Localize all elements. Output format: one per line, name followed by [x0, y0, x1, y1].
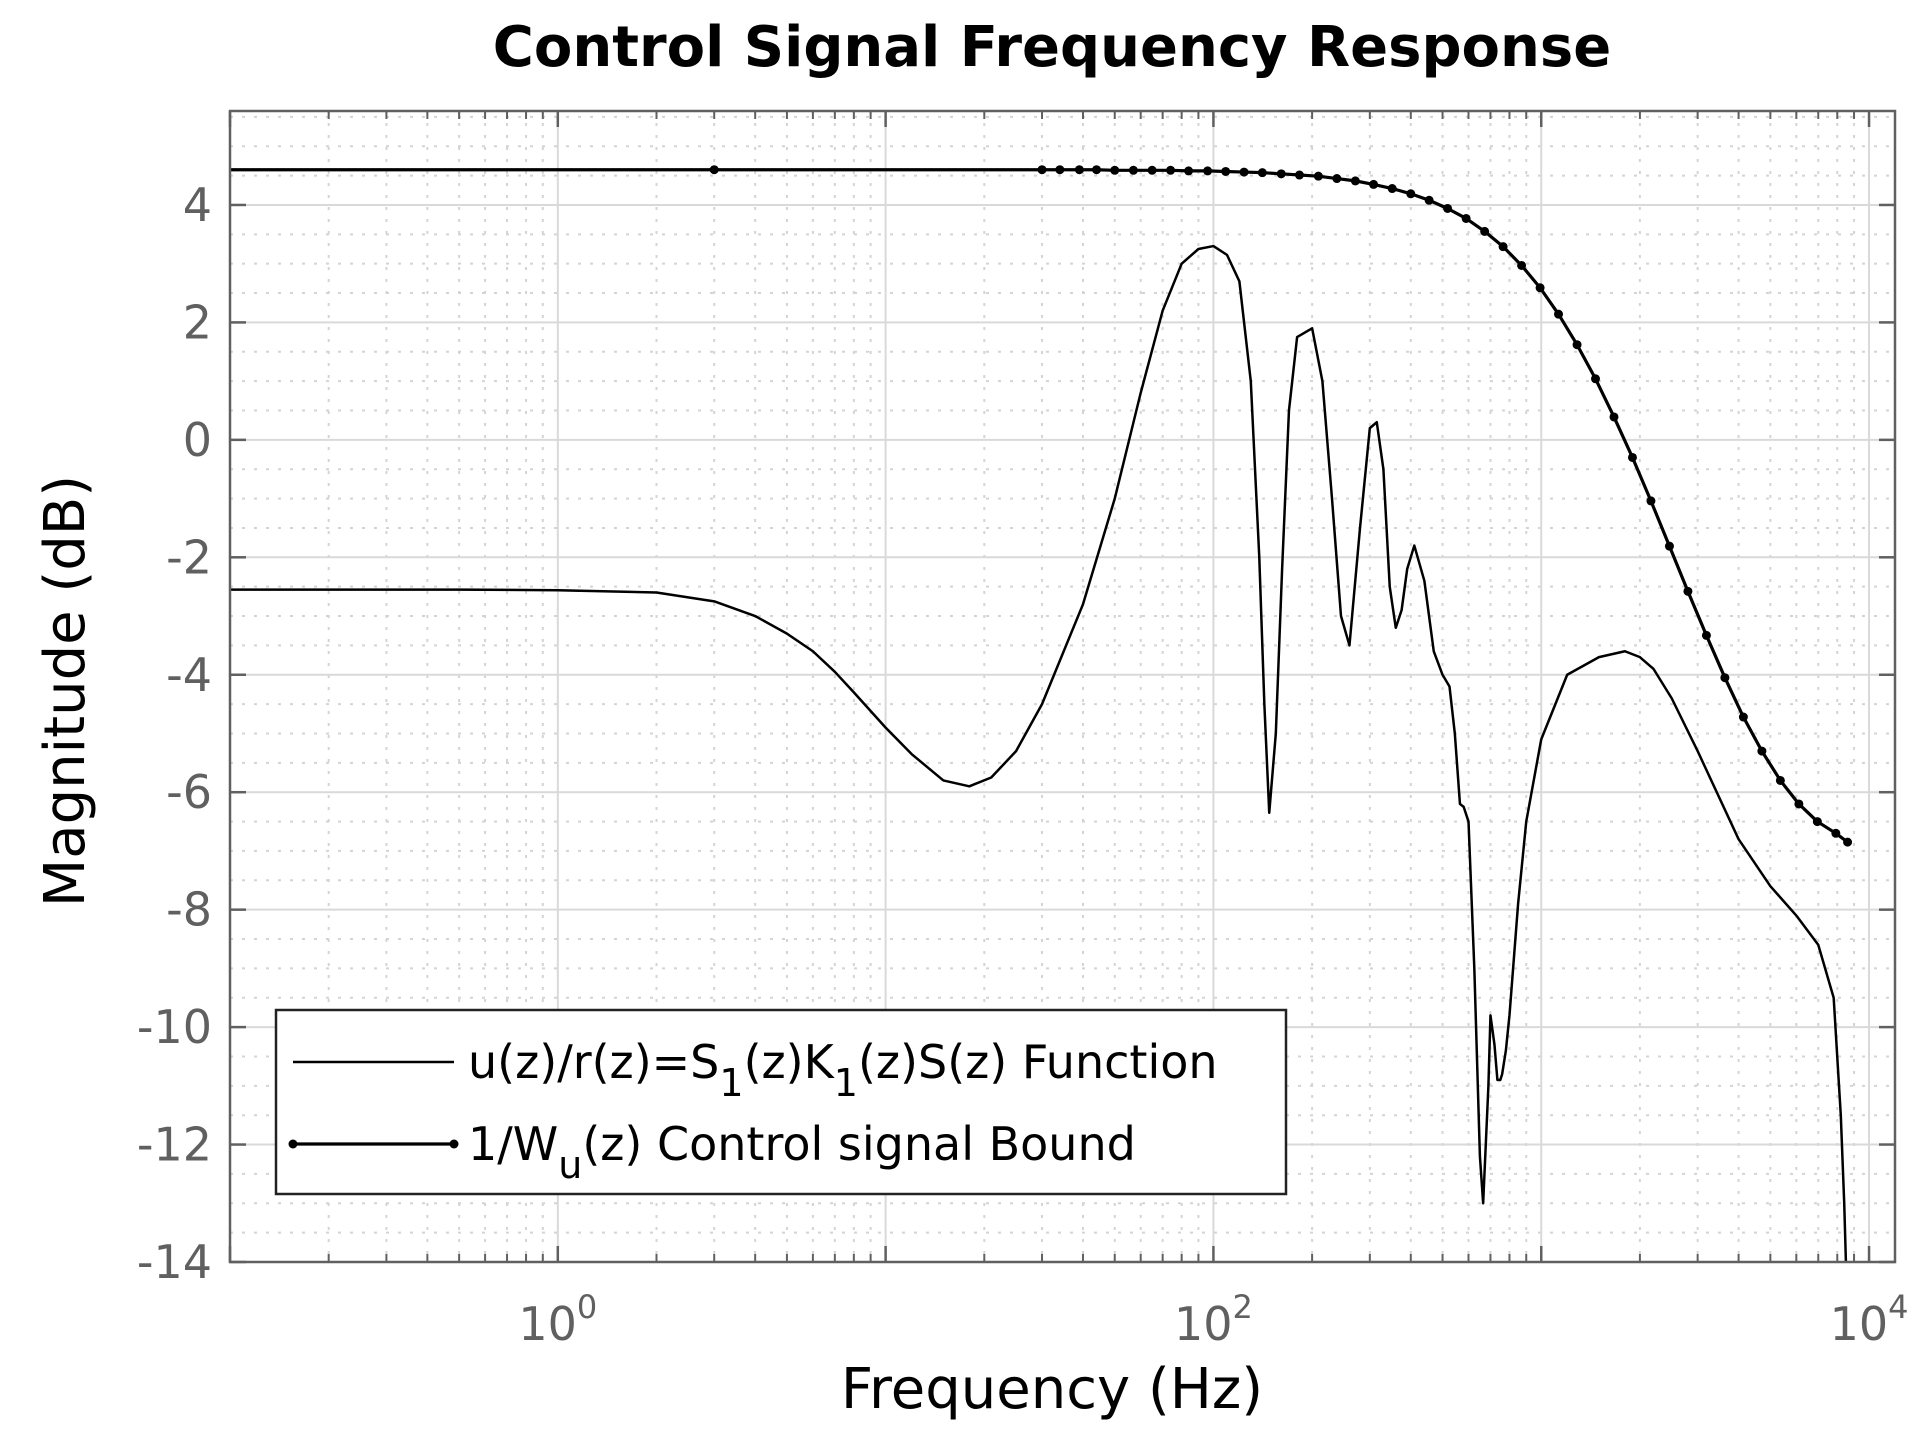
series-2-marker: [1055, 165, 1065, 175]
legend: u(z)/r(z)=S1(z)K1(z)S(z) Function 1/Wu(z)…: [274, 1008, 1288, 1196]
series-2-marker: [1794, 799, 1804, 809]
series-2-marker: [1591, 374, 1601, 384]
chart-title: Control Signal Frequency Response: [493, 15, 1611, 80]
series-2-marker: [1738, 712, 1748, 722]
series-2-marker: [1498, 242, 1508, 252]
legend-label-1: u(z)/r(z)=S1(z)K1(z)S(z) Function: [468, 1035, 1218, 1105]
series-layer: [230, 165, 1853, 1262]
series-2-marker: [1313, 171, 1323, 181]
series-2-marker: [1646, 496, 1656, 506]
series-2-marker: [1037, 165, 1047, 175]
series-2-marker: [1332, 174, 1342, 184]
series-2-marker: [1147, 165, 1157, 175]
series-line-1: [230, 244, 1848, 1262]
series-2-marker: [1276, 169, 1286, 179]
x-axis-label: Frequency (Hz): [841, 1357, 1263, 1422]
series-2-marker: [1831, 828, 1841, 838]
series-2-marker: [1350, 176, 1360, 186]
series-2-marker: [1720, 673, 1730, 683]
y-tick-label: -2: [166, 530, 212, 584]
plot-border: [228, 109, 1897, 1264]
legend-marker: [288, 1139, 298, 1149]
y-axis-label: Magnitude (dB): [33, 475, 98, 907]
series-2-marker: [1184, 166, 1194, 176]
series-2-marker: [1221, 166, 1231, 176]
series-2-marker: [1554, 309, 1564, 319]
series-2-marker: [1239, 167, 1249, 177]
y-tick-label: -14: [137, 1235, 212, 1289]
legend-label-2: 1/Wu(z) Control signal Bound: [468, 1117, 1136, 1187]
series-2-marker: [1627, 452, 1637, 462]
y-tick-label: 2: [183, 295, 212, 349]
x-tick-label: 102: [1174, 1288, 1253, 1351]
y-tick-label: -6: [166, 765, 212, 819]
series-2-marker: [1701, 630, 1711, 640]
series-2-marker: [1775, 775, 1785, 785]
x-tick-label: 100: [518, 1288, 597, 1351]
series-2-marker: [1092, 165, 1102, 175]
series-2-marker: [1461, 213, 1471, 223]
series-2-marker: [1664, 541, 1674, 551]
tick-labels: 4 2 0 -2 -4 -6 -8 -10 -12 -14 100 102 104: [137, 178, 1909, 1351]
series-2-marker: [1812, 817, 1822, 827]
series-2-marker: [1535, 283, 1545, 293]
y-tick-label: 0: [183, 413, 212, 467]
y-tick-label: -10: [137, 1000, 212, 1054]
series-2-marker: [1128, 165, 1138, 175]
y-tick-label: -4: [166, 648, 212, 702]
series-2-marker: [1406, 189, 1416, 199]
legend-marker: [449, 1139, 459, 1149]
series-2-marker: [1443, 203, 1453, 213]
series-2-marker: [1294, 170, 1304, 180]
series-2-marker: [1424, 195, 1434, 205]
series-2-marker: [1480, 226, 1490, 236]
series-2-marker: [1166, 165, 1176, 175]
series-2-marker: [1257, 168, 1267, 178]
y-tick-label: -12: [137, 1118, 212, 1172]
series-2-marker: [1203, 166, 1213, 176]
series-2-marker: [1517, 260, 1527, 270]
series-2-marker: [1110, 165, 1120, 175]
series-2-marker: [1683, 586, 1693, 596]
series-2-marker: [1757, 746, 1767, 756]
series-2-marker: [709, 165, 719, 175]
series-2-marker: [1843, 837, 1853, 847]
y-tick-label: 4: [183, 178, 212, 232]
series-2-marker: [1369, 179, 1379, 189]
legend-box: [274, 1008, 1288, 1196]
axes-frame: [228, 109, 1897, 1264]
series-2-marker: [1609, 412, 1619, 422]
series-2-marker: [1572, 340, 1582, 350]
series-2-marker: [1074, 165, 1084, 175]
series-2-marker: [1387, 184, 1397, 194]
y-tick-label: -8: [166, 883, 212, 937]
x-tick-label: 104: [1830, 1288, 1909, 1351]
